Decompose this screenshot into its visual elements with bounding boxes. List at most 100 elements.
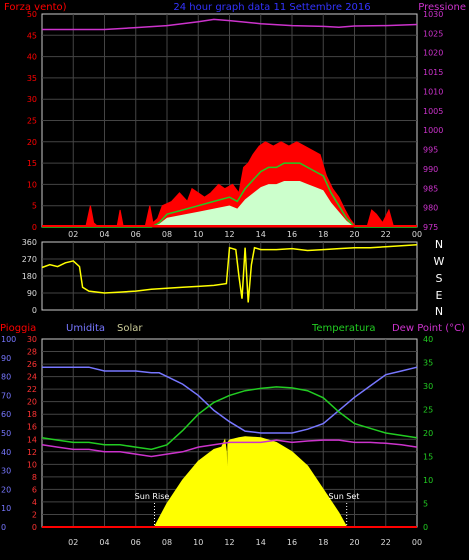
humidity-y-tick: 0	[1, 523, 6, 532]
rain-y-tick: 8	[32, 473, 37, 482]
humidity-label: Umidita	[66, 323, 105, 334]
rain-y-tick: 14	[27, 435, 37, 444]
compass-letter-n-top: N	[435, 238, 443, 251]
humidity-y-tick: 100	[1, 335, 16, 344]
climate-x-tick: 18	[318, 538, 328, 547]
rain-y-tick: 20	[27, 398, 37, 407]
climate-x-tick: 22	[381, 538, 391, 547]
compass-letter-n-bottom: N	[435, 305, 443, 318]
pressure-y-tick: 980	[423, 204, 438, 213]
pressure-y-tick: 1005	[423, 107, 443, 116]
wind-y-tick: 20	[27, 138, 37, 147]
wind-x-tick: 16	[287, 230, 297, 239]
rain-y-tick: 12	[27, 448, 37, 457]
wind-x-tick: 10	[193, 230, 203, 239]
wind-min-area	[42, 181, 417, 227]
humidity-y-tick: 50	[1, 429, 11, 438]
rain-y-tick: 10	[27, 460, 37, 469]
temperature-line	[41, 386, 418, 451]
wind-x-tick: 22	[381, 230, 391, 239]
humidity-y-tick: 70	[1, 391, 11, 400]
humidity-y-tick: 10	[1, 504, 11, 513]
rain-y-tick: 16	[27, 423, 37, 432]
climate-x-tick: 16	[287, 538, 297, 547]
wind-y-tick: 5	[32, 202, 37, 211]
wind-y-tick: 35	[27, 74, 37, 83]
solar-area	[153, 436, 348, 528]
wind-y-tick: 0	[32, 223, 37, 232]
compass-letter-w: W	[434, 255, 445, 268]
temperature-y-tick: 5	[423, 500, 428, 509]
direction-y-tick: 360	[22, 238, 37, 247]
wind-x-tick: 00	[412, 230, 422, 239]
pressure-y-tick: 1030	[423, 10, 443, 19]
wind-avg-line	[42, 162, 417, 228]
temperature-y-tick: 20	[423, 429, 433, 438]
compass-letter-s: S	[436, 272, 443, 285]
temperature-y-tick: 35	[423, 359, 433, 368]
pressure-y-tick: 995	[423, 146, 438, 155]
temperature-y-tick: 10	[423, 476, 433, 485]
tick-labels: 0510152025303540455097598098599099510001…	[1, 10, 443, 547]
wind-y-tick: 30	[27, 95, 37, 104]
header-center: 24 hour graph data 11 Settembre 2016	[173, 2, 370, 13]
temperature-label: Temperatura	[311, 323, 376, 334]
pressure-y-tick: 990	[423, 165, 438, 174]
rain-y-tick: 2	[32, 510, 37, 519]
pressure-line	[42, 18, 418, 31]
header-right: Pressione	[418, 2, 466, 13]
temperature-y-tick: 15	[423, 453, 433, 462]
rain-y-tick: 22	[27, 385, 37, 394]
rain-y-tick: 30	[27, 335, 37, 344]
wind-x-tick: 20	[349, 230, 359, 239]
pressure-y-tick: 1025	[423, 29, 443, 38]
rain-y-tick: 0	[32, 523, 37, 532]
direction-y-tick: 0	[32, 306, 37, 315]
solar-label: Solar	[117, 323, 143, 334]
direction-y-tick: 270	[22, 255, 37, 264]
wind-y-tick: 25	[27, 117, 37, 126]
rain-y-tick: 18	[27, 410, 37, 419]
climate-x-tick: 00	[412, 538, 422, 547]
humidity-y-tick: 20	[1, 485, 11, 494]
temperature-y-tick: 0	[423, 523, 428, 532]
wind-x-tick: 06	[131, 230, 141, 239]
dewpoint-label: Dew Point (°C)	[392, 323, 465, 334]
wind-x-tick: 08	[162, 230, 172, 239]
wind-x-tick: 14	[256, 230, 266, 239]
rain-y-tick: 6	[32, 485, 37, 494]
sunset-annotation: Sun Set	[329, 492, 360, 501]
pressure-y-tick: 1020	[423, 49, 443, 58]
pressure-y-tick: 985	[423, 184, 438, 193]
wind-y-tick: 40	[27, 53, 37, 62]
wind-x-tick: 04	[99, 230, 109, 239]
rain-y-tick: 26	[27, 360, 37, 369]
rain-y-tick: 24	[27, 373, 37, 382]
climate-x-tick: 20	[349, 538, 359, 547]
humidity-y-tick: 90	[1, 354, 11, 363]
solar-radiation-area	[153, 436, 348, 528]
wind-y-tick: 50	[27, 10, 37, 19]
humidity-y-tick: 80	[1, 373, 11, 382]
wind-x-tick: 18	[318, 230, 328, 239]
wind-x-tick: 12	[224, 230, 234, 239]
pressure-y-tick: 1015	[423, 68, 443, 77]
header-left: Forza vento)	[4, 2, 67, 13]
sunrise-annotation: Sun Rise	[135, 492, 170, 501]
wind-x-tick: 02	[68, 230, 78, 239]
temperature-y-tick: 40	[423, 335, 433, 344]
wind-y-tick: 15	[27, 159, 37, 168]
climate-x-tick: 10	[193, 538, 203, 547]
humidity-line	[42, 366, 418, 434]
climate-x-tick: 02	[68, 538, 78, 547]
temperature-y-tick: 25	[423, 406, 433, 415]
humidity-y-tick: 60	[1, 410, 11, 419]
climate-x-tick: 08	[162, 538, 172, 547]
rain-label: Pioggia	[0, 323, 36, 334]
rain-y-tick: 28	[27, 348, 37, 357]
direction-y-tick: 180	[22, 272, 37, 281]
direction-line	[41, 244, 418, 303]
pressure-y-tick: 1000	[423, 126, 443, 135]
